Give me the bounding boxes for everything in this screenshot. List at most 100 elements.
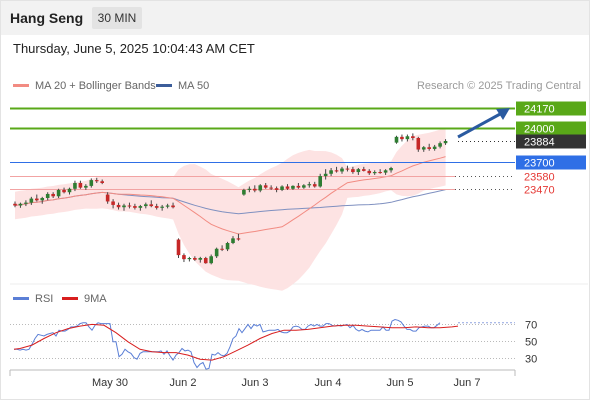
candle-body (105, 194, 110, 202)
candle (133, 203, 137, 210)
candle-body (203, 258, 208, 264)
forecast-arrow (457, 108, 510, 139)
bollinger-band-area (15, 127, 446, 291)
candle-body (378, 172, 382, 174)
candle (40, 196, 45, 204)
candle-body (89, 180, 94, 186)
candle-body (138, 206, 143, 208)
candle-body (111, 201, 115, 205)
candle (411, 133, 415, 141)
candle (236, 233, 241, 241)
candle (84, 184, 88, 190)
candle (356, 168, 361, 175)
legend-rsi-label: RSI (35, 293, 54, 305)
level-tag-24000: 24000 (516, 121, 586, 136)
candle (258, 184, 263, 193)
candle (193, 256, 197, 261)
candle-body (116, 204, 121, 208)
candle-body (296, 185, 301, 188)
candle-body (62, 189, 66, 193)
candle (62, 187, 66, 194)
ma20-line (14, 156, 446, 235)
candle (438, 141, 442, 149)
candle (29, 196, 34, 205)
legend-ma20-label: MA 20 + Bollinger Bands (35, 80, 156, 92)
candle (111, 199, 115, 209)
candle-body (182, 255, 186, 260)
timeframe-badge[interactable]: 30 MIN (92, 7, 142, 29)
candle (242, 188, 246, 196)
candle (78, 180, 83, 189)
candle-body (323, 173, 328, 177)
candle (165, 203, 170, 209)
candle (427, 143, 431, 151)
candle-body (383, 170, 388, 173)
level-tag-label: 24000 (524, 124, 555, 136)
candle-body (432, 146, 437, 149)
level-tag-24170: 24170 (516, 101, 586, 116)
candle-body (400, 136, 404, 140)
candle-body (274, 188, 279, 190)
candle-body (269, 187, 273, 189)
rsi-9ma-line (13, 323, 459, 361)
candle-body (427, 147, 431, 149)
candle (138, 204, 143, 211)
rsi-tick-label: 70 (525, 320, 537, 332)
candle (443, 139, 448, 145)
candle-body (171, 205, 175, 208)
candle (432, 144, 437, 151)
x-tick-label: Jun 5 (387, 377, 414, 389)
price-levels (10, 107, 515, 190)
candle (18, 202, 23, 208)
rsi-line (14, 318, 441, 370)
legend-ma50-label: MA 50 (178, 80, 210, 92)
candle (296, 183, 301, 189)
candle-body (45, 193, 50, 198)
x-tick-label: May 30 (92, 377, 128, 389)
candle (312, 181, 317, 188)
candle-body (340, 168, 344, 172)
candle (362, 166, 366, 172)
candle (253, 185, 257, 193)
candle (182, 253, 186, 263)
candle (263, 183, 268, 189)
candle (122, 203, 126, 211)
level-tag-label: 23700 (524, 158, 555, 170)
candle (400, 134, 404, 142)
legend-9ma-label: 9MA (84, 293, 107, 305)
candle-body (73, 183, 77, 189)
candle (274, 186, 279, 193)
candle (334, 166, 339, 173)
candle (247, 186, 252, 193)
candle-body (149, 204, 154, 207)
candle (127, 202, 132, 209)
candle (35, 194, 39, 202)
level-tag-label: 23580 (524, 172, 555, 184)
candle-body (160, 206, 164, 208)
candle-body (405, 136, 410, 140)
candle-body (122, 205, 126, 208)
candle (45, 192, 50, 201)
candle-body (193, 258, 197, 260)
candle (51, 192, 55, 198)
x-tick-label: Jun 3 (242, 377, 269, 389)
candle (389, 166, 393, 173)
candle-body (416, 138, 421, 150)
candle (105, 192, 110, 204)
candle-body (29, 198, 34, 203)
instrument-title: Hang Seng (10, 10, 84, 26)
candle-body (165, 205, 170, 207)
candlesticks (13, 133, 448, 265)
level-tag-label: 23470 (524, 185, 555, 197)
candle (291, 185, 295, 190)
candle (378, 169, 382, 174)
candle-body (307, 184, 312, 186)
candle-body (362, 169, 366, 171)
candle-body (220, 248, 224, 250)
candle-body (198, 258, 203, 260)
candle (405, 134, 410, 142)
candle-body (127, 205, 132, 207)
candle (116, 202, 121, 210)
candle-body (247, 188, 252, 190)
